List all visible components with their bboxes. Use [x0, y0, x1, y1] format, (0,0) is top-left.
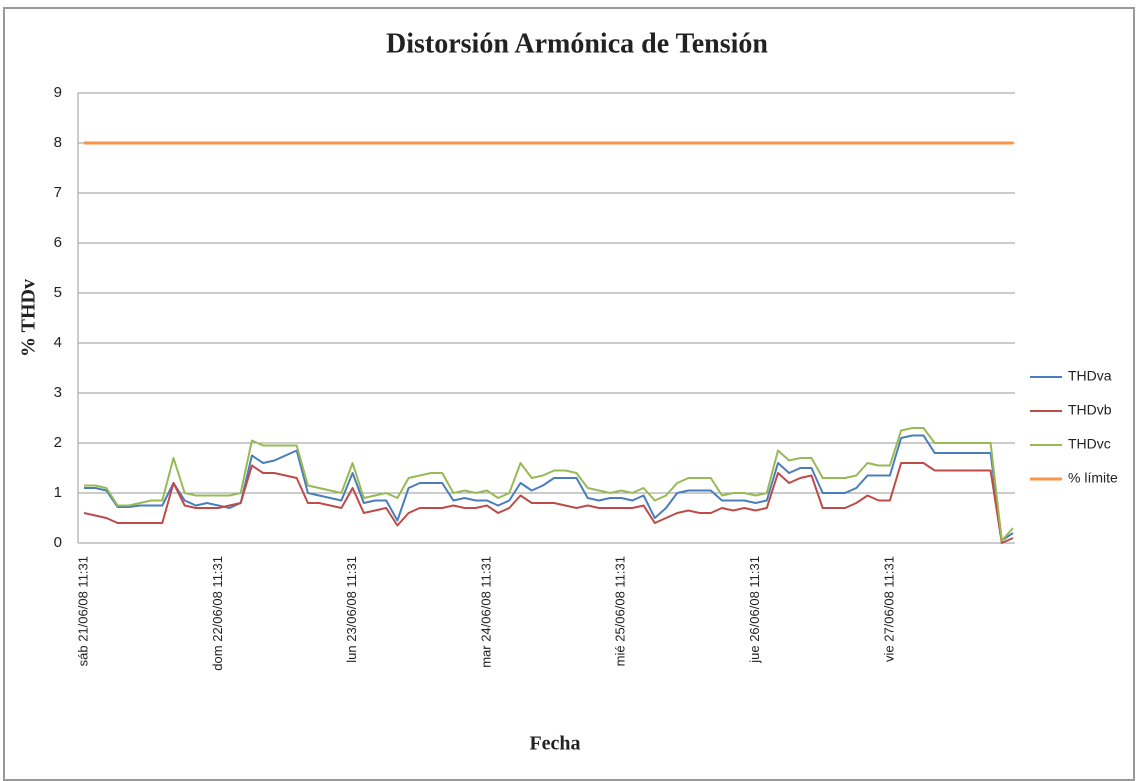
legend-label: % límite [1068, 470, 1118, 486]
y-tick-label: 1 [54, 484, 62, 501]
y-tick-label: 6 [54, 234, 62, 251]
x-tick-label: lun 23/06/08 11:31 [344, 556, 359, 663]
y-tick-label: 2 [54, 434, 62, 451]
legend-label: THDvc [1068, 436, 1111, 452]
x-tick-label: mié 25/06/08 11:31 [613, 556, 628, 666]
y-tick-label: 5 [54, 284, 62, 301]
x-tick-label: jue 26/06/08 11:31 [747, 556, 762, 664]
y-tick-label: 4 [54, 334, 62, 351]
chart-frame [3, 7, 1135, 781]
legend-label: THDva [1068, 368, 1112, 384]
y-axis-label: % THDv [18, 279, 40, 357]
x-tick-label: dom 22/06/08 11:31 [210, 556, 225, 671]
y-tick-label: 9 [54, 84, 62, 101]
x-axis-label: Fecha [529, 733, 580, 755]
y-tick-label: 8 [54, 134, 62, 151]
legend-label: THDvb [1068, 402, 1112, 418]
x-tick-label: vie 27/06/08 11:31 [881, 556, 896, 662]
y-tick-label: 3 [54, 384, 62, 401]
y-tick-label: 0 [54, 534, 62, 551]
x-tick-label: mar 24/06/08 11:31 [478, 556, 493, 668]
chart-title: Distorsión Armónica de Tensión [386, 28, 768, 59]
series-line [84, 427, 1014, 542]
x-tick-label: sáb 21/06/08 11:31 [75, 556, 90, 666]
series-line [83, 462, 1014, 544]
y-tick-label: 7 [54, 184, 62, 201]
